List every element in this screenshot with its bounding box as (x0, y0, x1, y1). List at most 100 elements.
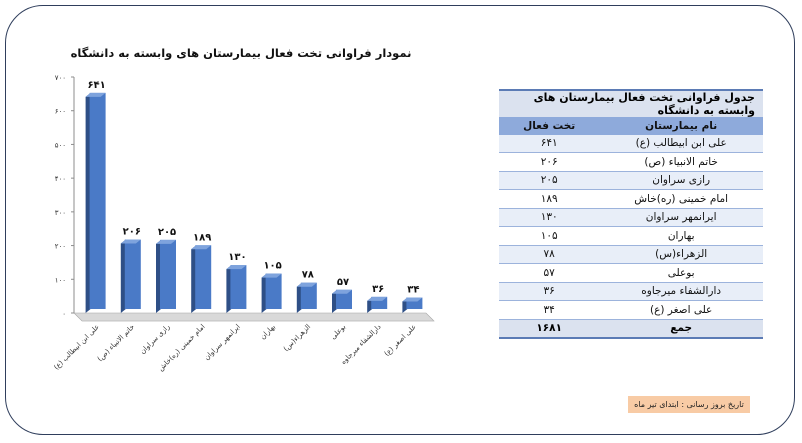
bar-top (120, 239, 141, 244)
cell-beds: ۱۳۰ (499, 208, 600, 227)
bar-front (265, 273, 282, 309)
cell-beds: ۳۴ (499, 300, 600, 320)
bar-value-label: ۷۸ (302, 270, 314, 281)
bar-side (156, 239, 161, 313)
x-tick-label: علی ابن ابیطالب (ع) (52, 323, 101, 372)
bar-side (332, 289, 337, 313)
bar-side (226, 265, 232, 313)
bed-table-container: جدول فراوانی تخت فعال بیمارستان های وابس… (499, 89, 763, 339)
table-row: رازی سراوان ۲۰۵ (499, 171, 763, 190)
total-label: جمع (599, 319, 763, 339)
table-row: دارالشفاء میرجاوه ۳۶ (499, 282, 763, 301)
bar-0 (85, 92, 106, 314)
table-row: امام خمینی (ره)خاش ۱۸۹ (499, 189, 763, 209)
bar-front (406, 297, 423, 309)
cell-name: بهاران (599, 226, 763, 246)
chart-bars: ۶۴۱ علی ابن ابیطالب (ع) ۲۰۶ خاتم الانبیاء (… (52, 80, 423, 373)
table-row: ایرانمهر سراوان ۱۳۰ (499, 208, 763, 227)
header-beds: تخت فعال (499, 117, 600, 135)
bar-front (230, 265, 247, 309)
chart-title: نمودار فراوانی تخت فعال بیمارستان های وا… (71, 46, 412, 61)
total-beds: ۱۶۸۱ (499, 319, 600, 339)
bar-side (367, 296, 373, 313)
chart-axes: ۰ ۱۰۰ ۲۰۰ ۳۰۰ ۴۰۰ ۵۰۰ ۶۰۰ ۷۰۰ (55, 74, 435, 322)
bar-top (156, 239, 176, 244)
bar-top (296, 282, 317, 287)
bar-top (191, 245, 212, 250)
cell-beds: ۵۷ (499, 263, 600, 283)
y-tick-label: ۱۰۰ (55, 276, 66, 284)
bar-top (332, 289, 352, 294)
bar-5 (261, 273, 282, 313)
bar-front (89, 92, 106, 310)
bar-value-label: ۱۰۵ (263, 261, 281, 272)
cell-beds: ۱۰۵ (499, 226, 600, 246)
cell-name: الزهراء(س) (599, 245, 763, 264)
bar-front (336, 289, 352, 309)
bar-front (195, 245, 212, 309)
cell-beds: ۶۴۱ (499, 134, 600, 153)
x-tick-label: خاتم الانبیاء (ص) (96, 323, 136, 363)
table-row: بوعلی ۵۷ (499, 263, 763, 283)
y-tick-label: ۶۰۰ (55, 108, 66, 116)
bar-side (191, 245, 197, 313)
x-tick-label: بهاران (259, 323, 277, 341)
bar-value-label: ۳۴ (407, 285, 419, 296)
bar-value-label: ۳۶ (372, 284, 384, 295)
cell-name: دارالشفاء میرجاوه (599, 282, 763, 301)
bar-top (367, 296, 388, 301)
table-title: جدول فراوانی تخت فعال بیمارستان های وابس… (499, 89, 763, 117)
bar-2 (156, 239, 176, 313)
bar-top (226, 265, 247, 270)
bed-table: جدول فراوانی تخت فعال بیمارستان های وابس… (499, 89, 763, 339)
bar-value-label: ۵۷ (337, 277, 349, 288)
bar-3 (191, 245, 212, 313)
bar-4 (226, 265, 247, 313)
cell-beds: ۱۸۹ (499, 189, 600, 209)
bar-8 (367, 296, 388, 313)
cell-name: بوعلی (599, 263, 763, 283)
bar-side (296, 282, 302, 313)
update-note: تاریخ بروز رسانی : ابتدای تیر ماه (628, 396, 750, 413)
y-tick-label: ۲۰۰ (55, 243, 66, 251)
x-tick-label: الزهراء(س) (282, 323, 312, 353)
y-tick-label: ۰ (62, 310, 66, 318)
bar-front (160, 239, 176, 309)
header-name: نام بیمارستان (599, 117, 763, 135)
y-tick-label: ۷۰۰ (55, 74, 66, 82)
table-total-row: جمع ۱۶۸۱ (499, 319, 763, 339)
cell-name: رازی سراوان (599, 171, 763, 190)
bar-side (120, 239, 126, 313)
table-row: علی ابن ابیطالب (ع) ۶۴۱ (499, 134, 763, 153)
bar-top (261, 273, 282, 278)
bar-value-label: ۶۴۱ (87, 80, 105, 91)
bar-9 (402, 297, 423, 313)
bar-side (85, 92, 91, 314)
y-tick-label: ۴۰۰ (55, 175, 66, 183)
bar-top (85, 92, 106, 97)
cell-beds: ۷۸ (499, 245, 600, 264)
bar-front (300, 282, 317, 309)
cell-name: خاتم الانبیاء (ص) (599, 152, 763, 172)
y-tick-label: ۵۰۰ (55, 141, 66, 149)
bar-value-label: ۲۰۶ (123, 227, 141, 238)
x-tick-label: بوعلی (329, 323, 347, 341)
chart-floor (73, 312, 435, 322)
cell-name: علی اصغر (ع) (599, 300, 763, 320)
table-row: علی اصغر (ع) ۳۴ (499, 300, 763, 320)
x-tick-label: ایرانمهر سراوان (203, 323, 242, 362)
bar-value-label: ۲۰۵ (158, 227, 176, 238)
bar-7 (332, 289, 352, 313)
x-tick-label: علی اصغر (ع) (383, 323, 418, 358)
bar-value-label: ۱۳۰ (228, 252, 246, 263)
bar-side (261, 273, 267, 313)
bar-front (124, 239, 141, 309)
bar-value-label: ۱۸۹ (193, 232, 211, 243)
cell-beds: ۲۰۵ (499, 171, 600, 190)
bar-1 (120, 239, 141, 313)
cell-name: علی ابن ابیطالب (ع) (599, 134, 763, 153)
cell-beds: ۳۶ (499, 282, 600, 301)
bar-top (402, 297, 423, 302)
cell-name: امام خمینی (ره)خاش (599, 189, 763, 209)
